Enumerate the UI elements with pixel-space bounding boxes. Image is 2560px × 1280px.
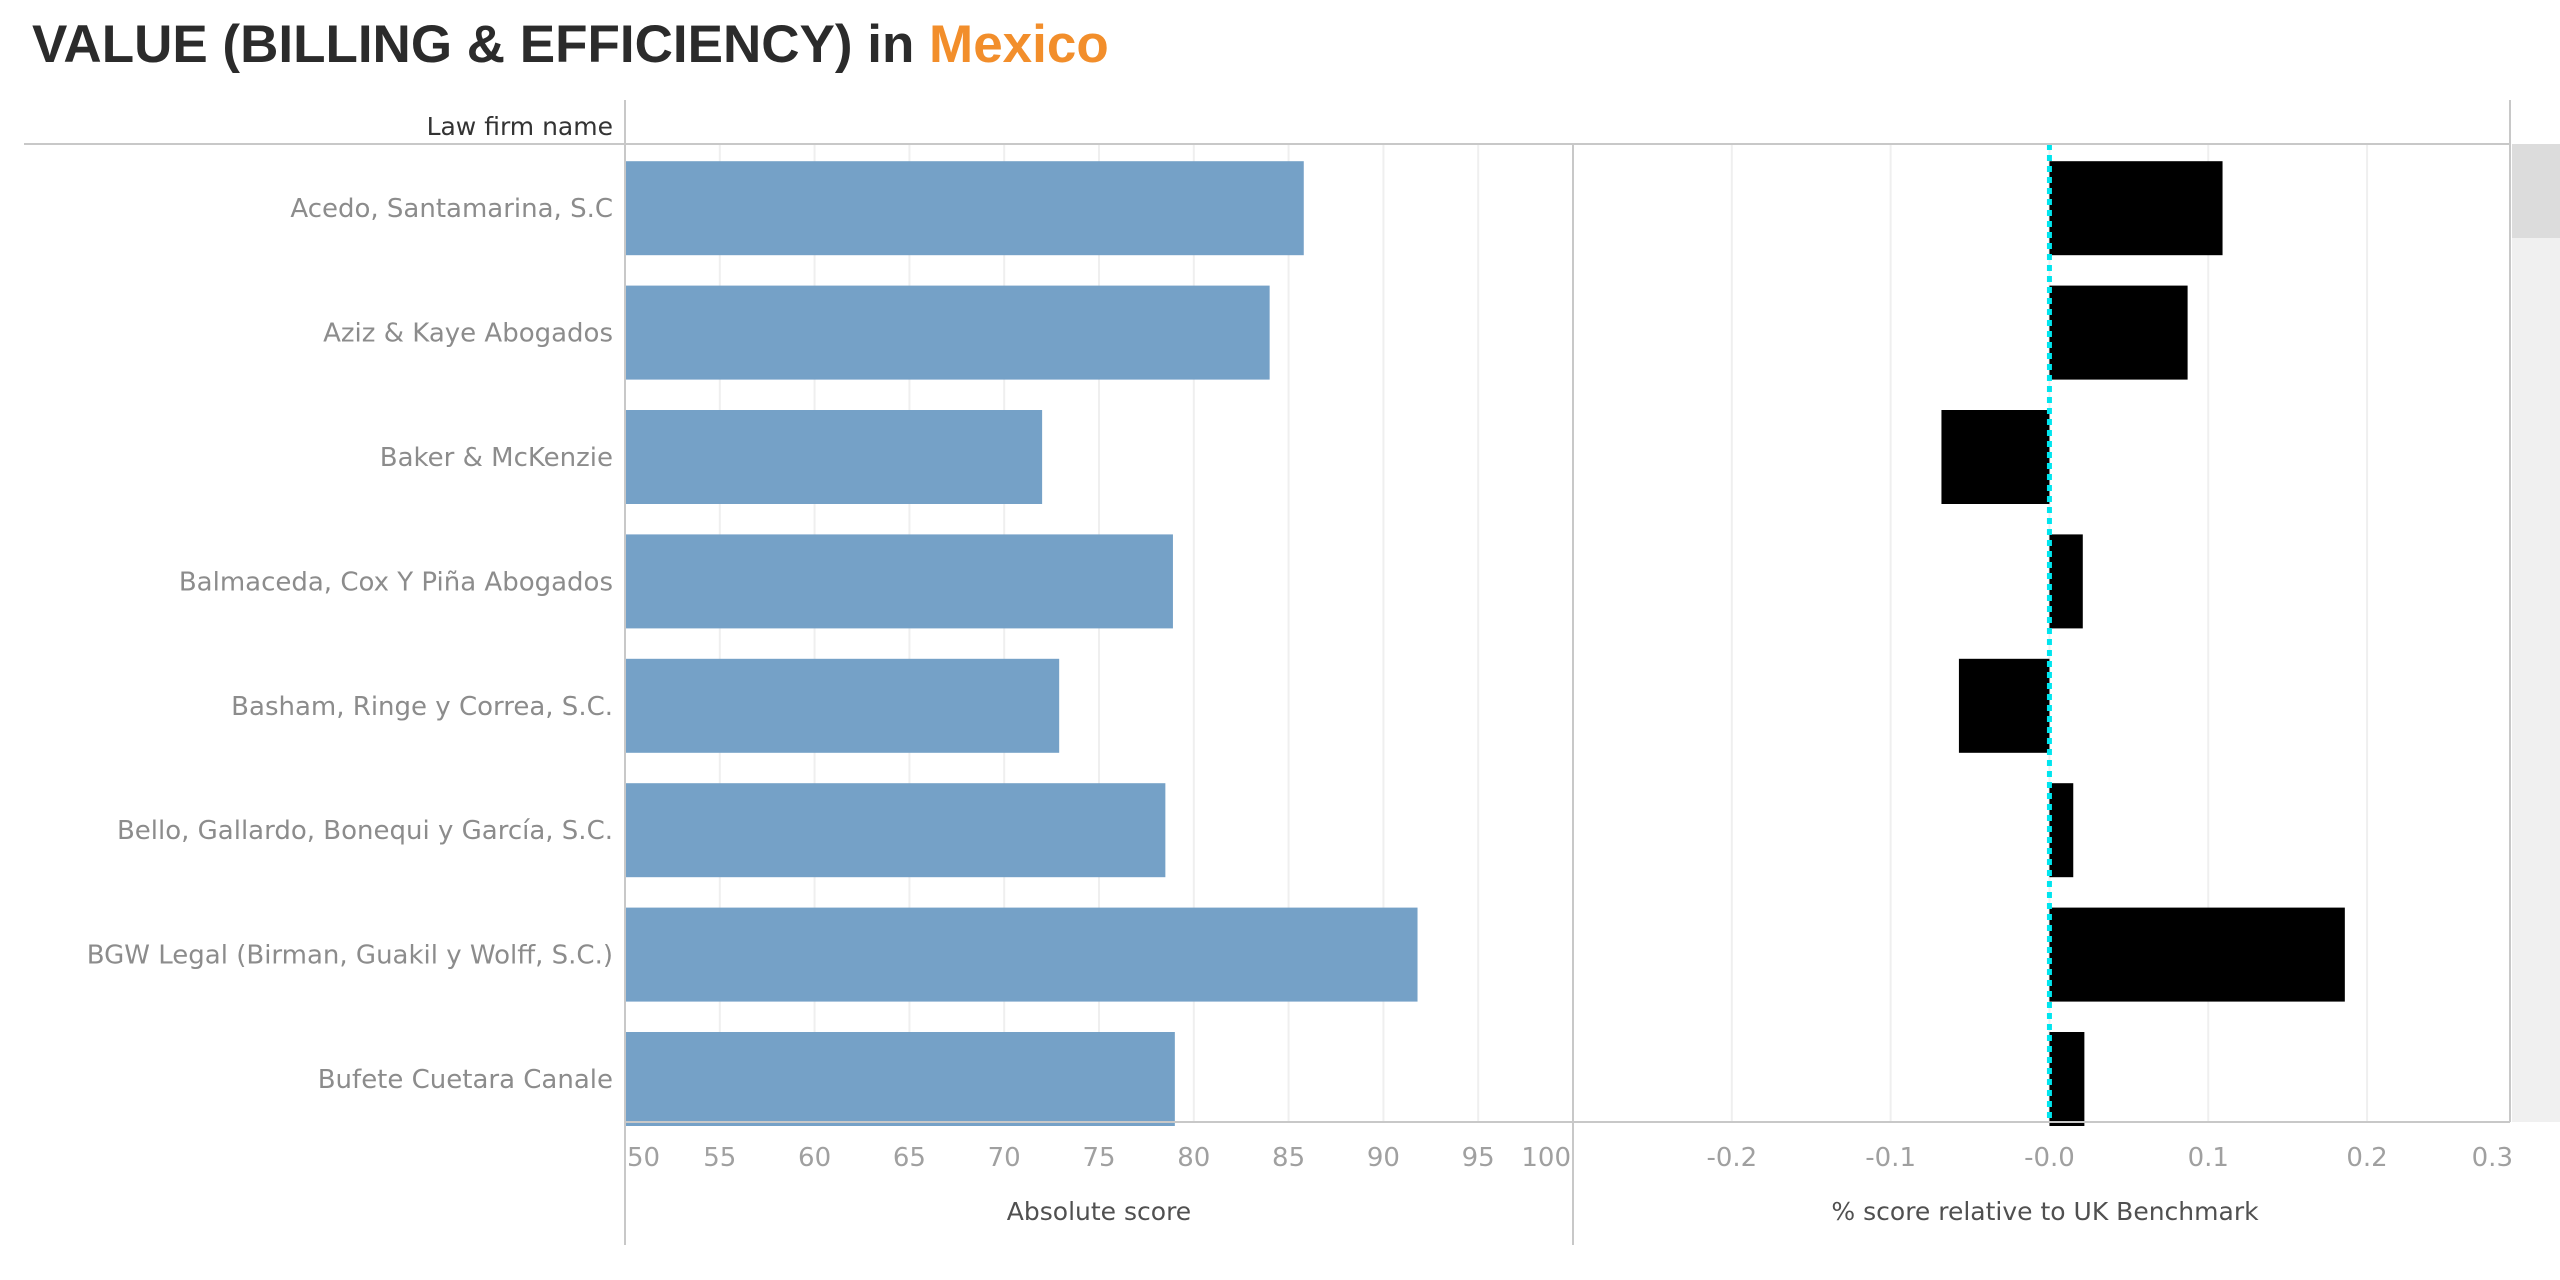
tick-label: 75	[1082, 1143, 1115, 1173]
category-label: Bello, Gallardo, Bonequi y García, S.C.	[117, 816, 613, 846]
category-label: Basham, Ringe y Correa, S.C.	[231, 692, 613, 722]
chart-title-prefix: VALUE (BILLING & EFFICIENCY) in	[32, 15, 930, 74]
tick-label: 65	[893, 1143, 926, 1173]
relative-bar[interactable]	[2049, 907, 2345, 1002]
relative-tick-labels: -0.2 -0.1 -0.0 0.1 0.2 0.3	[1706, 1143, 2513, 1173]
category-label: Aziz & Kaye Abogados	[323, 319, 613, 349]
relative-bar[interactable]	[1958, 658, 2050, 753]
scrollbar-thumb[interactable]	[2512, 144, 2560, 238]
category-label: Baker & McKenzie	[380, 443, 613, 473]
relative-axis-title: % score relative to UK Benchmark	[1831, 1197, 2259, 1226]
tick-label: 55	[703, 1143, 736, 1173]
tick-label: -0.2	[1706, 1143, 1757, 1173]
row-header-label: Law firm name	[427, 112, 613, 141]
tick-label: 95	[1462, 1143, 1495, 1173]
chart-title: VALUE (BILLING & EFFICIENCY) in Mexico	[32, 14, 1109, 75]
tick-label: 90	[1367, 1143, 1400, 1173]
chart-title-country: Mexico	[929, 15, 1109, 74]
category-label: Balmaceda, Cox Y Piña Abogados	[179, 567, 613, 597]
relative-bar[interactable]	[2049, 161, 2223, 256]
tick-label: 50	[627, 1143, 660, 1173]
absolute-bar[interactable]	[626, 1032, 1175, 1126]
category-label: Acedo, Santamarina, S.C	[290, 194, 613, 224]
tick-label: -0.1	[1865, 1143, 1916, 1173]
relative-bar[interactable]	[1941, 410, 2050, 504]
tick-label: 0.2	[2346, 1143, 2387, 1173]
relative-bar[interactable]	[2049, 285, 2188, 380]
absolute-bars	[626, 161, 1418, 1126]
category-label: Bufete Cuetara Canale	[318, 1065, 613, 1095]
absolute-bar[interactable]	[626, 161, 1304, 256]
chart-frame	[24, 100, 2511, 1245]
tick-label: 100	[1521, 1143, 1571, 1173]
absolute-bar[interactable]	[626, 285, 1270, 380]
absolute-tick-labels: 50 55 60 65 70 75 80 85 90 95 100	[627, 1143, 1571, 1173]
tick-label: 85	[1272, 1143, 1305, 1173]
tick-label: 0.1	[2188, 1143, 2229, 1173]
relative-bars	[1941, 161, 2345, 1126]
absolute-bar[interactable]	[626, 410, 1043, 504]
absolute-bar[interactable]	[626, 534, 1173, 629]
scrollbar[interactable]	[2512, 144, 2560, 1122]
category-label: BGW Legal (Birman, Guakil y Wolff, S.C.)	[87, 941, 613, 971]
tick-label: -0.0	[2024, 1143, 2075, 1173]
absolute-axis-title: Absolute score	[1007, 1197, 1191, 1226]
relative-bar[interactable]	[2049, 534, 2083, 629]
relative-bar[interactable]	[2049, 1032, 2085, 1126]
absolute-bar[interactable]	[626, 783, 1166, 878]
tick-label: 70	[988, 1143, 1021, 1173]
absolute-bar[interactable]	[626, 658, 1060, 753]
tick-label: 60	[798, 1143, 831, 1173]
category-labels: Acedo, Santamarina, S.C Aziz & Kaye Aboga…	[87, 194, 613, 1095]
tick-label: 80	[1177, 1143, 1210, 1173]
tick-label: 0.3	[2472, 1143, 2513, 1173]
scrollbar-track[interactable]	[2512, 144, 2560, 1122]
relative-bar[interactable]	[2049, 783, 2074, 878]
absolute-bar[interactable]	[626, 907, 1418, 1002]
